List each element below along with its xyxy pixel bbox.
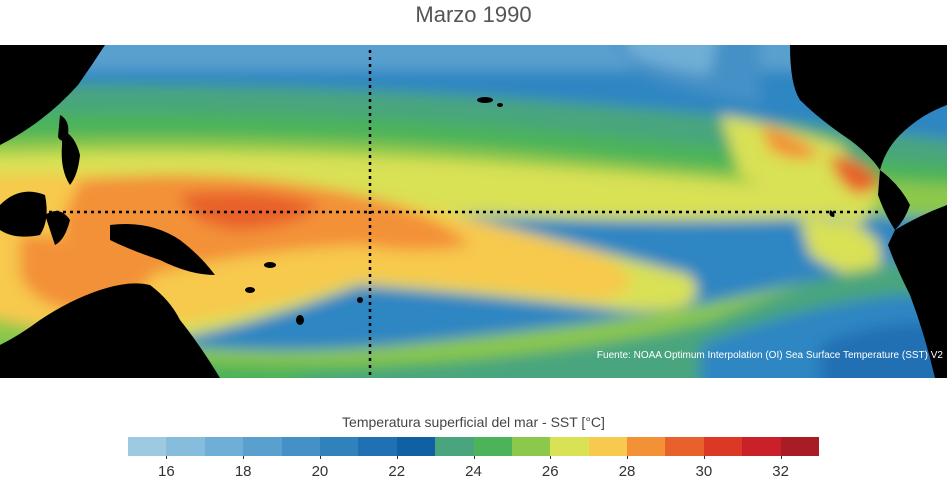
land-borneo — [0, 191, 47, 237]
colorbar-tick-label: 26 — [541, 463, 559, 480]
colorbar-swatch-23 — [435, 437, 474, 456]
colorbar — [128, 437, 820, 456]
colorbar-swatch-16 — [166, 437, 205, 456]
colorbar-tick-label: 16 — [158, 463, 175, 480]
colorbar-swatch-24 — [473, 437, 512, 456]
colorbar-tick-label: 28 — [618, 463, 636, 480]
colorbar-tick-label: 20 — [311, 463, 329, 480]
colorbar-tick-label: 22 — [388, 463, 406, 480]
colorbar-swatch-31 — [742, 437, 781, 456]
colorbar-tick-mark — [703, 456, 705, 459]
colorbar-tick-label: 24 — [465, 463, 482, 480]
colorbar-swatch-18 — [243, 437, 282, 456]
colorbar-tick-mark — [550, 456, 552, 459]
land-australia — [0, 283, 220, 378]
colorbar-swatch-25 — [511, 437, 551, 456]
land-galapagos — [829, 210, 835, 217]
colorbar-swatch-28 — [627, 437, 666, 456]
colorbar-tick-mark — [473, 456, 475, 459]
data-source-note: Fuente: NOAA Optimum Interpolation (OI) … — [596, 350, 943, 361]
colorbar-tick-mark — [627, 456, 629, 459]
land-south-america — [888, 205, 947, 378]
land-philippines — [61, 130, 80, 185]
land-new-guinea — [110, 224, 215, 275]
colorbar-tick-label: 32 — [772, 463, 789, 480]
colorbar-swatch-32 — [780, 437, 820, 456]
sst-field — [0, 45, 947, 378]
colorbar-swatch-22 — [396, 437, 436, 456]
land-central-america — [878, 170, 910, 230]
colorbar-swatch-27 — [588, 437, 628, 456]
colorbar-tick-mark — [243, 456, 245, 459]
colorbar-tick-mark — [166, 456, 168, 459]
colorbar-swatch-30 — [703, 437, 743, 456]
map-title: Marzo 1990 — [415, 2, 532, 27]
land-asia — [0, 45, 105, 145]
colorbar-swatch-15 — [128, 437, 167, 456]
land-north-america — [790, 45, 947, 170]
colorbar-tick-label: 30 — [695, 463, 713, 480]
colorbar-tick-mark — [319, 456, 321, 459]
land-sulawesi — [45, 211, 70, 245]
colorbar-ticks: 16 18 20 22 24 26 28 30 32 — [128, 456, 819, 480]
colorbar-swatch-17 — [204, 437, 244, 456]
sst-map — [0, 45, 947, 378]
colorbar-tick-mark — [780, 456, 782, 459]
colorbar-swatch-21 — [358, 437, 397, 456]
colorbar-swatch-19 — [281, 437, 320, 456]
colorbar-title: Temperatura superficial del mar - SST [°… — [342, 414, 605, 430]
colorbar-tick-mark — [396, 456, 398, 459]
colorbar-swatch-29 — [665, 437, 704, 456]
land-masses — [0, 45, 947, 378]
colorbar-swatch-26 — [550, 437, 589, 456]
sst-map-canvas — [0, 45, 947, 378]
colorbar-swatch-20 — [319, 437, 359, 456]
colorbar-tick-label: 18 — [234, 463, 252, 480]
